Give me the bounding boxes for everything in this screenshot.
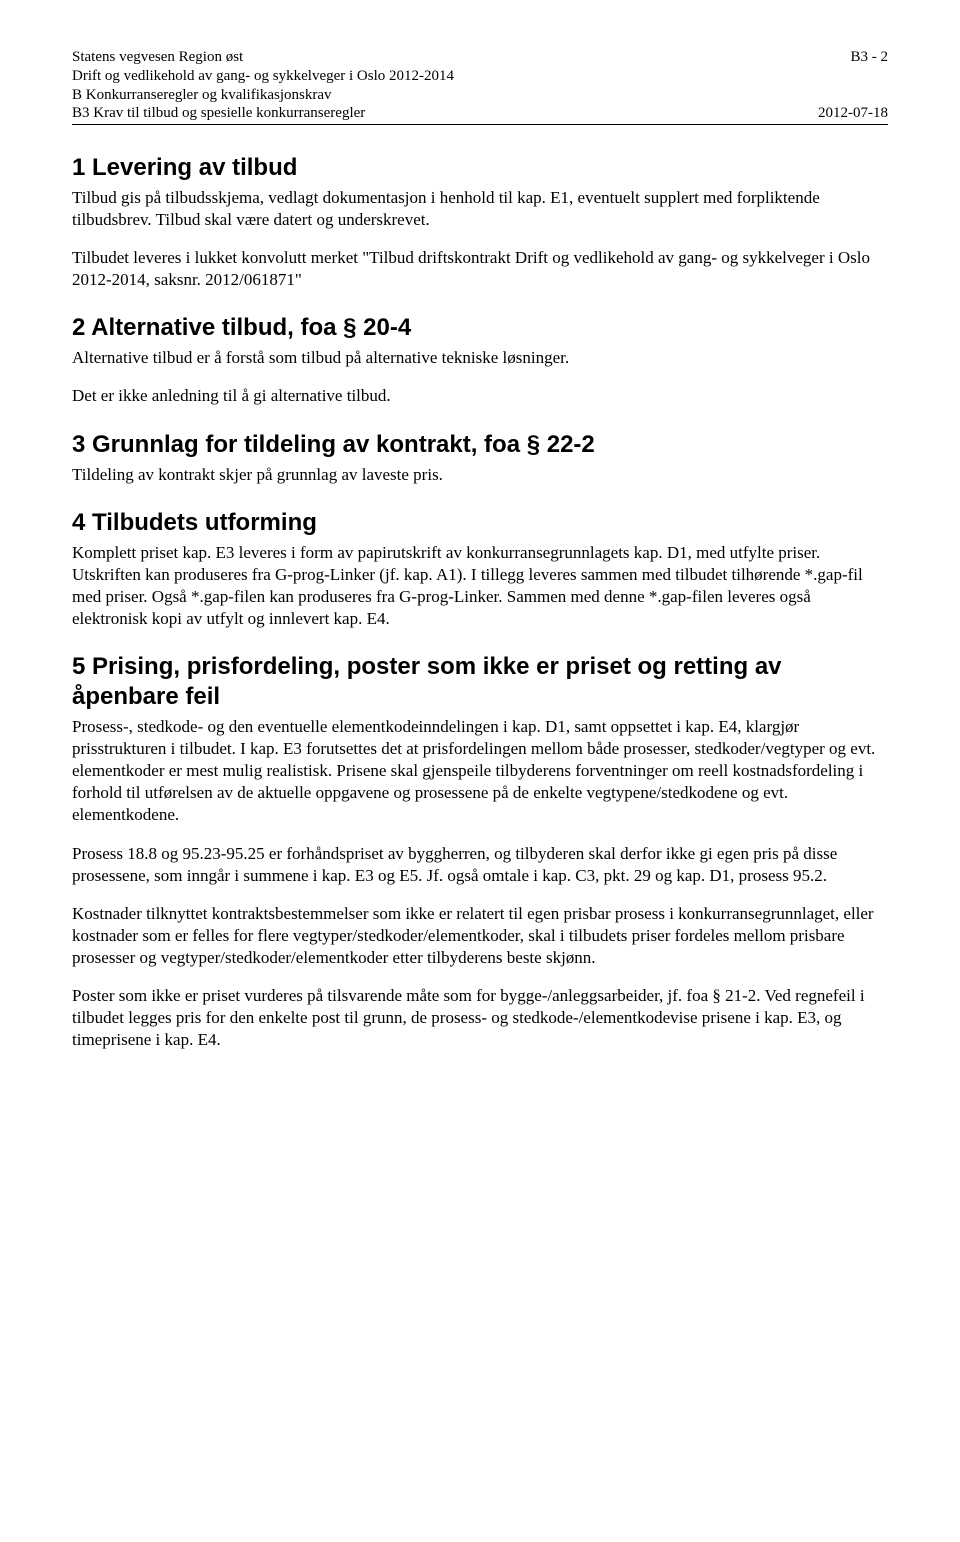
section-5-p4: Poster som ikke er priset vurderes på ti… [72, 985, 888, 1051]
document-page: Statens vegvesen Region øst B3 - 2 Drift… [0, 0, 960, 1115]
header-org: Statens vegvesen Region øst [72, 48, 243, 67]
section-1-p1: Tilbud gis på tilbudsskjema, vedlagt dok… [72, 187, 888, 231]
section-2-p2: Det er ikke anledning til å gi alternati… [72, 385, 888, 407]
header-project: Drift og vedlikehold av gang- og sykkelv… [72, 67, 888, 86]
section-2-heading: 2 Alternative tilbud, foa § 20-4 [72, 313, 888, 343]
section-4-p1: Komplett priset kap. E3 leveres i form a… [72, 542, 888, 630]
section-4-heading: 4 Tilbudets utforming [72, 508, 888, 538]
header-section-b3: B3 Krav til tilbud og spesielle konkurra… [72, 104, 365, 123]
header-section-b: B Konkurranseregler og kvalifikasjonskra… [72, 86, 888, 105]
section-5-p3: Kostnader tilknyttet kontraktsbestemmels… [72, 903, 888, 969]
section-1-heading: 1 Levering av tilbud [72, 153, 888, 183]
section-3-heading: 3 Grunnlag for tildeling av kontrakt, fo… [72, 430, 888, 460]
section-2-p1: Alternative tilbud er å forstå som tilbu… [72, 347, 888, 369]
section-5-p2: Prosess 18.8 og 95.23-95.25 er forhåndsp… [72, 843, 888, 887]
section-5-p1: Prosess-, stedkode- og den eventuelle el… [72, 716, 888, 826]
section-5-heading: 5 Prising, prisfordeling, poster som ikk… [72, 652, 888, 712]
header-page-number: B3 - 2 [851, 48, 889, 67]
page-header: Statens vegvesen Region øst B3 - 2 Drift… [72, 48, 888, 125]
section-1-p2: Tilbudet leveres i lukket konvolutt merk… [72, 247, 888, 291]
section-3-p1: Tildeling av kontrakt skjer på grunnlag … [72, 464, 888, 486]
header-date: 2012-07-18 [818, 104, 888, 123]
